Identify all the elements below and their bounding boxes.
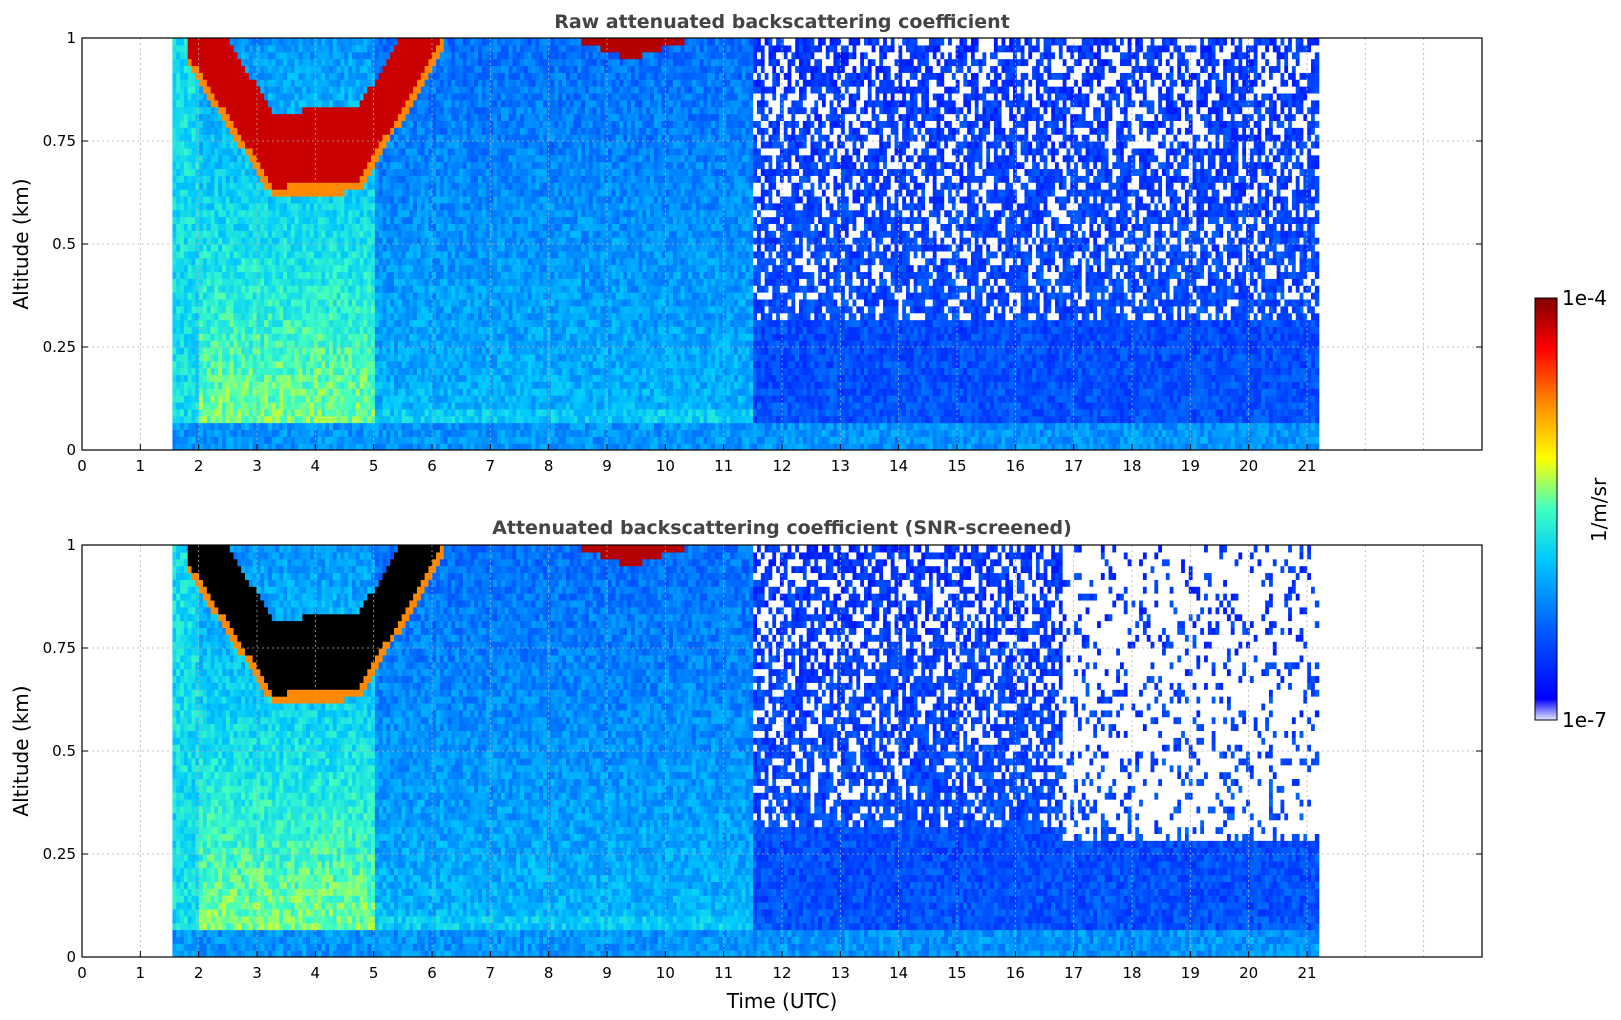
x-tick-label: 13 xyxy=(831,457,850,475)
x-tick-label: 11 xyxy=(714,964,733,982)
heatmap-raw xyxy=(172,38,1320,450)
panel-title-raw: Raw attenuated backscattering coefficien… xyxy=(554,11,1010,33)
x-ticks-screened: 0 1 2 3 4 5 6 7 8 9 10 11 12 13 14 15 16 17 18 19 20 21 xyxy=(77,951,1317,982)
y-tick-label: 0.25 xyxy=(43,845,76,863)
x-tick-label: 17 xyxy=(1064,964,1083,982)
y-tick-label: 1 xyxy=(66,29,76,47)
x-tick-label: 2 xyxy=(194,457,204,475)
panel-screened: Attenuated backscattering coefficient (S… xyxy=(9,517,1483,1013)
x-tick-label: 10 xyxy=(656,964,675,982)
x-tick-label: 19 xyxy=(1181,964,1200,982)
x-tick-label: 4 xyxy=(311,457,321,475)
x-axis-label: Time (UTC) xyxy=(726,989,838,1013)
x-tick-label: 3 xyxy=(252,964,262,982)
x-tick-label: 1 xyxy=(136,457,146,475)
y-tick-label: 0 xyxy=(66,441,76,459)
x-tick-label: 21 xyxy=(1297,457,1316,475)
x-tick-label: 20 xyxy=(1239,964,1258,982)
x-tick-label: 0 xyxy=(77,964,87,982)
x-tick-label: 6 xyxy=(427,457,437,475)
y-ticks-raw: 0 0.25 0.5 0.75 1 xyxy=(43,29,1482,459)
x-tick-label: 6 xyxy=(427,964,437,982)
y-ticks-screened: 0 0.25 0.5 0.75 1 xyxy=(43,536,1482,966)
x-tick-label: 7 xyxy=(486,457,496,475)
x-tick-label: 12 xyxy=(772,457,791,475)
x-tick-label: 19 xyxy=(1181,457,1200,475)
x-tick-label: 18 xyxy=(1122,964,1141,982)
y-tick-label: 0.25 xyxy=(43,338,76,356)
x-tick-label: 17 xyxy=(1064,457,1083,475)
colorbar: 1e-4 1e-7 1/m/sr xyxy=(1534,286,1611,732)
y-tick-label: 0.75 xyxy=(43,639,76,657)
y-tick-label: 1 xyxy=(66,536,76,554)
x-tick-label: 11 xyxy=(714,457,733,475)
x-tick-label: 4 xyxy=(311,964,321,982)
panel-title-screened: Attenuated backscattering coefficient (S… xyxy=(492,517,1072,539)
y-axis-label-raw: Altitude (km) xyxy=(9,178,33,309)
x-tick-label: 12 xyxy=(772,964,791,982)
x-tick-label: 13 xyxy=(831,964,850,982)
y-tick-label: 0.75 xyxy=(43,132,76,150)
y-tick-label: 0 xyxy=(66,948,76,966)
x-tick-label: 15 xyxy=(947,457,966,475)
y-tick-label: 0.5 xyxy=(52,235,76,253)
x-ticks-raw: 0 1 2 3 4 5 6 7 8 9 10 11 12 13 14 15 16 17 18 19 20 21 xyxy=(77,444,1317,475)
x-tick-label: 8 xyxy=(544,457,554,475)
x-tick-label: 16 xyxy=(1006,964,1025,982)
x-tick-label: 15 xyxy=(947,964,966,982)
x-tick-label: 2 xyxy=(194,964,204,982)
x-tick-label: 5 xyxy=(369,964,379,982)
x-tick-label: 16 xyxy=(1006,457,1025,475)
heatmap-screened xyxy=(172,545,1320,957)
y-axis-label-screened: Altitude (km) xyxy=(9,685,33,816)
x-tick-label: 9 xyxy=(602,457,612,475)
gridlines-screened xyxy=(82,545,1482,957)
x-tick-label: 0 xyxy=(77,457,87,475)
x-tick-label: 18 xyxy=(1122,457,1141,475)
x-tick-label: 1 xyxy=(136,964,146,982)
x-tick-label: 5 xyxy=(369,457,379,475)
colorbar-min-label: 1e-7 xyxy=(1562,708,1607,732)
x-tick-label: 3 xyxy=(252,457,262,475)
x-tick-label: 14 xyxy=(889,457,908,475)
x-tick-label: 8 xyxy=(544,964,554,982)
gridlines-raw xyxy=(82,38,1482,450)
colorbar-unit-label: 1/m/sr xyxy=(1587,477,1611,542)
x-tick-label: 20 xyxy=(1239,457,1258,475)
x-tick-label: 9 xyxy=(602,964,612,982)
x-tick-label: 7 xyxy=(486,964,496,982)
colorbar-max-label: 1e-4 xyxy=(1562,286,1607,310)
x-tick-label: 14 xyxy=(889,964,908,982)
panel-raw: Raw attenuated backscattering coefficien… xyxy=(9,11,1483,475)
y-tick-label: 0.5 xyxy=(52,742,76,760)
colorbar-gradient xyxy=(1534,297,1558,721)
x-tick-label: 21 xyxy=(1297,964,1316,982)
x-tick-label: 10 xyxy=(656,457,675,475)
